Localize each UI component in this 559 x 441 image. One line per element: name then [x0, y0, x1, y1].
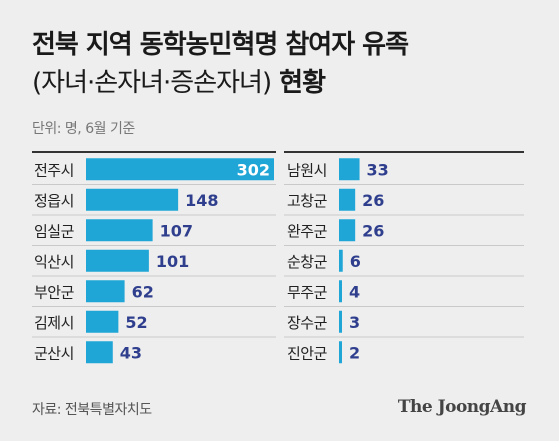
- category-label: 고창군: [287, 192, 328, 210]
- bar-value-label: 33: [367, 160, 389, 179]
- bar-value-label: 4: [349, 282, 360, 301]
- category-label: 임실군: [34, 222, 75, 240]
- bar: [339, 219, 356, 242]
- category-label: 남원시: [287, 161, 327, 179]
- category-label: 익산시: [34, 253, 74, 271]
- bar: [339, 310, 342, 333]
- bar-value-label: 26: [362, 191, 384, 210]
- bar: [86, 280, 125, 303]
- title-line-1: 전북 지역 동학농민혁명 참여자 유족: [32, 30, 409, 60]
- category-label: 부안군: [34, 283, 75, 301]
- category-label: 군산시: [34, 344, 74, 362]
- bar: [86, 188, 179, 211]
- bar-value-label: 302: [237, 160, 270, 179]
- title-emphasis: 현황: [279, 68, 326, 98]
- bar: [339, 280, 342, 303]
- category-label: 완주군: [287, 222, 328, 240]
- category-label: 전주시: [34, 161, 74, 179]
- unit-label: 단위: 명, 6월 기준: [32, 121, 135, 137]
- title-subtitle: (자녀·손자녀·증손자녀): [32, 68, 272, 98]
- bar-value-label: 148: [185, 191, 218, 210]
- bar-value-label: 107: [160, 221, 193, 240]
- bar: [86, 249, 149, 272]
- left-panel-divider: [32, 151, 276, 153]
- category-label: 김제시: [34, 314, 74, 332]
- chart-title: 전북 지역 동학농민혁명 참여자 유족 (자녀·손자녀·증손자녀) 현황: [32, 26, 532, 102]
- title-line-2: (자녀·손자녀·증손자녀) 현황: [32, 64, 532, 102]
- category-label: 진안군: [287, 344, 328, 362]
- bar: [339, 249, 343, 272]
- category-label: 정읍시: [34, 192, 74, 210]
- publisher-logo: The JoongAng: [397, 397, 527, 417]
- bar-value-label: 2: [349, 343, 360, 362]
- right-panel-divider: [284, 151, 524, 153]
- bar-value-label: 101: [156, 252, 189, 271]
- bar: [339, 188, 356, 211]
- bar: [339, 158, 360, 181]
- bar: [86, 310, 119, 333]
- source-note: 자료: 전북특별자치도: [32, 402, 152, 418]
- category-label: 무주군: [287, 283, 328, 301]
- bar-value-label: 26: [362, 221, 384, 240]
- bar-value-label: 43: [120, 343, 142, 362]
- bar: [86, 158, 274, 181]
- bar-value-label: 52: [125, 313, 147, 332]
- category-label: 장수군: [287, 314, 328, 332]
- category-label: 순창군: [287, 253, 328, 271]
- bar-value-label: 3: [349, 313, 360, 332]
- bar-value-label: 62: [132, 282, 154, 301]
- bar: [86, 341, 113, 364]
- bar: [339, 341, 342, 364]
- bar-value-label: 6: [350, 252, 361, 271]
- bar: [86, 219, 153, 242]
